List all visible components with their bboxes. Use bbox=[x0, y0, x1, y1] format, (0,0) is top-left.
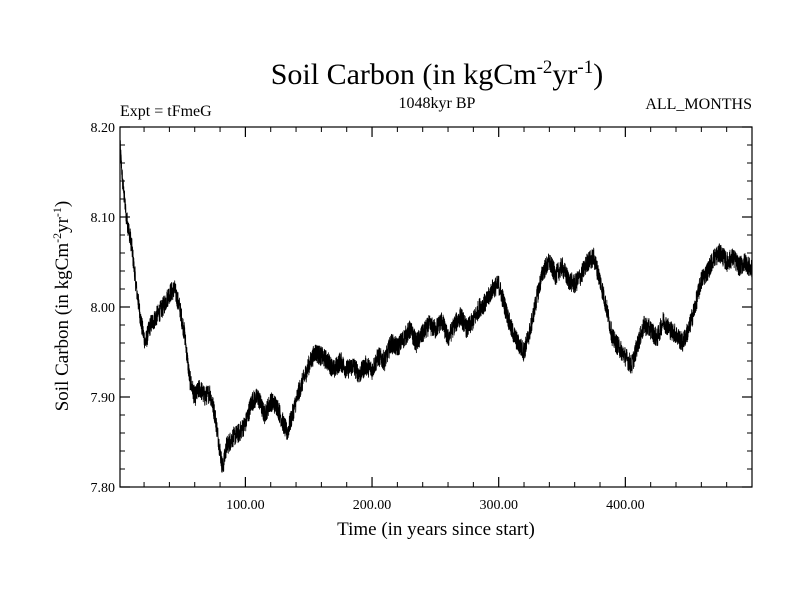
minor-ticks bbox=[120, 127, 752, 487]
tick-labels: 100.00 200.00 300.00 400.00 7.80 7.90 8.00 8.10… bbox=[91, 121, 645, 513]
x-tick-label: 200.00 bbox=[353, 498, 392, 513]
x-tick-label: 400.00 bbox=[606, 498, 645, 513]
experiment-label: Expt = tFmeG bbox=[120, 103, 212, 120]
x-tick-label: 300.00 bbox=[479, 498, 518, 513]
series-layer bbox=[119, 140, 753, 473]
soil-carbon-series-line bbox=[119, 140, 753, 473]
months-label: ALL_MONTHS bbox=[645, 96, 752, 113]
y-tick-label: 8.00 bbox=[91, 301, 116, 316]
y-tick-label: 7.90 bbox=[91, 391, 116, 406]
major-ticks bbox=[120, 126, 752, 488]
plot-frame bbox=[119, 126, 753, 488]
chart-title: Soil Carbon (in kgCm-2yr-1) bbox=[271, 57, 604, 91]
x-tick-label: 100.00 bbox=[226, 498, 265, 513]
y-axis-label: Soil Carbon (in kgCm-2yr-1) bbox=[50, 201, 73, 412]
time-period-label: 1048kyr BP bbox=[399, 95, 476, 112]
y-tick-label: 8.10 bbox=[91, 211, 116, 226]
x-axis-label: Time (in years since start) bbox=[337, 519, 535, 540]
y-tick-label: 8.20 bbox=[91, 121, 116, 136]
y-tick-label: 7.80 bbox=[91, 481, 116, 496]
